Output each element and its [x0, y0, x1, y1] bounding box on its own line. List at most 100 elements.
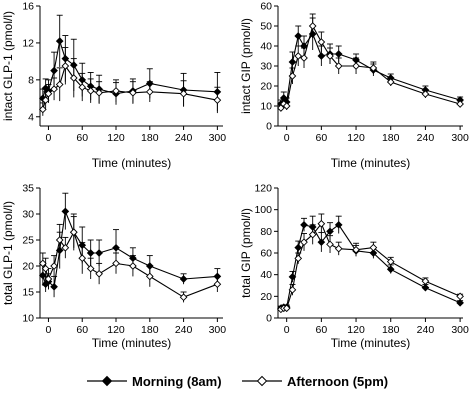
data-point [282, 304, 291, 313]
data-point [421, 277, 430, 286]
data-point [129, 262, 137, 270]
data-point [288, 72, 297, 80]
data-point [129, 88, 137, 97]
x-axis-label: Time (minutes) [92, 336, 172, 350]
series-morning [277, 215, 464, 313]
data-point [41, 264, 50, 273]
x-tick-label: 240 [175, 132, 193, 144]
data-point [44, 275, 53, 283]
data-point [317, 52, 326, 60]
legend-morning-marker [101, 375, 113, 387]
y-tick-label: 10 [22, 313, 34, 325]
data-point [386, 78, 395, 86]
x-tick-label: 60 [76, 132, 88, 144]
y-tick-label: 40 [260, 269, 272, 281]
data-point [456, 292, 464, 301]
y-tick-label: 4 [28, 111, 34, 123]
data-point [421, 90, 430, 98]
data-point [288, 285, 297, 294]
data-point [55, 80, 64, 89]
series-line [280, 224, 461, 309]
y-tick-label: 100 [254, 204, 272, 216]
data-point [50, 66, 58, 75]
x-tick-label: 0 [284, 132, 290, 144]
x-tick-label: 0 [284, 324, 290, 336]
x-tick-label: 120 [107, 132, 125, 144]
data-point [456, 100, 464, 108]
x-tick-label: 120 [347, 132, 365, 144]
y-tick-label: 16 [22, 1, 34, 13]
data-point [112, 87, 120, 95]
x-tick-label: 240 [417, 132, 435, 144]
series-morning [277, 17, 464, 108]
y-tick-label: 60 [260, 1, 272, 13]
data-point [386, 257, 395, 266]
x-tick-label: 300 [451, 132, 469, 144]
y-axis-label: total GLP-1 (pmol/l) [1, 201, 15, 305]
data-point [294, 243, 303, 252]
data-point [334, 220, 343, 229]
x-tick-label: 240 [417, 324, 435, 336]
data-point [334, 62, 343, 70]
data-point [69, 74, 78, 82]
data-point [326, 52, 334, 60]
data-point [38, 271, 47, 280]
y-tick-label: 30 [260, 61, 272, 73]
y-tick-label: 10 [260, 101, 272, 113]
series-afternoon [38, 47, 222, 116]
data-point [317, 238, 326, 247]
data-point [78, 254, 87, 263]
y-tick-label: 20 [260, 81, 272, 93]
series-morning [38, 14, 222, 112]
data-point [352, 245, 360, 254]
data-point [288, 58, 297, 66]
data-point [95, 269, 103, 278]
series-afternoon [277, 213, 464, 314]
x-tick-label: 0 [46, 132, 52, 144]
series-afternoon [38, 216, 222, 303]
x-tick-label: 60 [316, 324, 328, 336]
data-point [456, 298, 464, 307]
y-tick-label: 80 [260, 226, 272, 238]
legend-afternoon-marker [256, 375, 268, 387]
data-point [86, 264, 95, 273]
x-axis-label: Time (minutes) [92, 156, 172, 170]
data-point [112, 259, 120, 268]
x-tick-label: 180 [141, 132, 159, 144]
data-point [55, 236, 64, 244]
x-tick-label: 300 [451, 324, 469, 336]
data-point [326, 227, 334, 236]
data-point [50, 262, 58, 270]
data-point [179, 293, 188, 302]
data-point [308, 22, 317, 30]
data-point [300, 238, 308, 247]
y-tick-label: 0 [266, 313, 272, 325]
x-tick-label: 120 [347, 324, 365, 336]
y-axis-label: intact GIP (pmol/l) [239, 18, 253, 114]
data-point [145, 88, 154, 96]
y-tick-label: 20 [260, 291, 272, 303]
data-point [294, 32, 303, 40]
legend-afternoon-label: Afternoon (5pm) [287, 374, 388, 389]
x-tick-label: 240 [175, 324, 193, 336]
data-point [334, 50, 343, 58]
series-line [42, 40, 218, 99]
y-tick-label: 35 [22, 183, 34, 195]
data-point [69, 228, 78, 237]
y-tick-label: 30 [22, 209, 34, 221]
x-tick-label: 60 [76, 324, 88, 336]
data-point [44, 89, 53, 98]
series-line [42, 230, 218, 298]
chart-intact-glp1: 4 8 12 16 0 60 120 180 240 300 Time (minutes) intac… [1, 1, 226, 171]
data-point [294, 254, 303, 263]
data-point [95, 249, 103, 257]
data-point [369, 243, 378, 252]
y-tick-label: 25 [22, 235, 34, 247]
x-axis-label: Time (minutes) [331, 156, 411, 170]
x-tick-label: 0 [46, 324, 52, 336]
chart-total-glp1: 10 15 20 25 30 35 0 60 120 180 240 300 Time (minutes… [1, 183, 226, 351]
series-line [42, 209, 218, 288]
y-tick-label: 50 [260, 21, 272, 33]
data-point [55, 37, 64, 45]
data-point [317, 219, 326, 228]
